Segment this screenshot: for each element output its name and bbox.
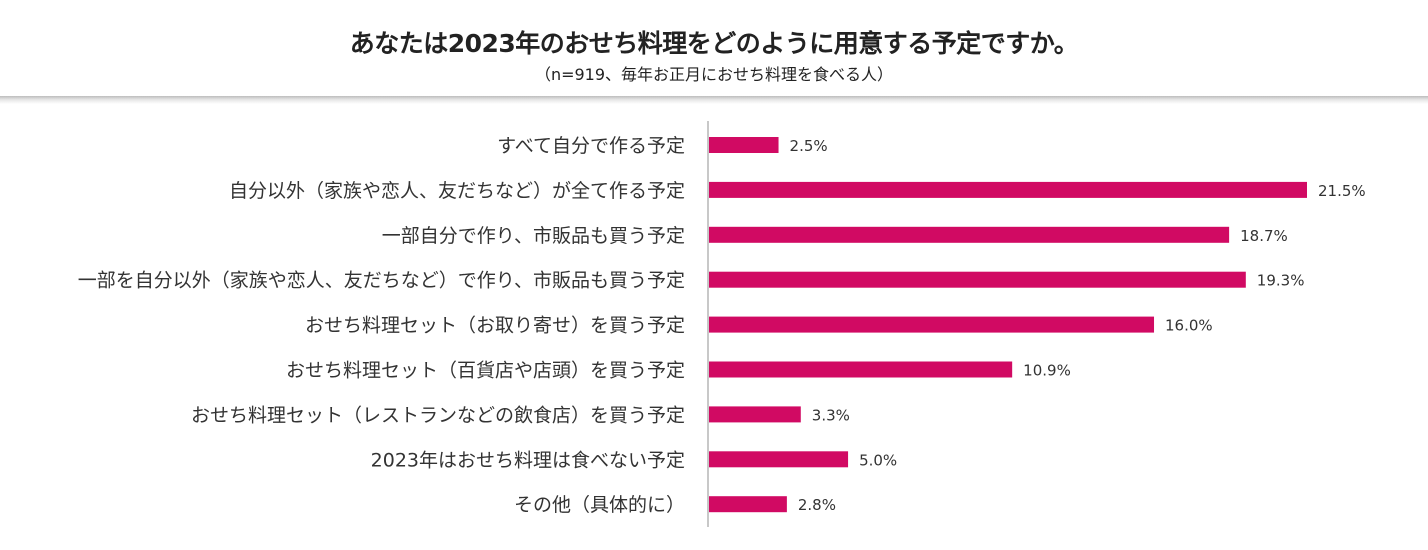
bar <box>709 361 1013 378</box>
bar <box>709 451 849 468</box>
data-label: 2.5% <box>790 137 828 155</box>
data-label: 10.9% <box>1023 362 1071 380</box>
bar <box>709 496 787 513</box>
data-label: 5.0% <box>859 451 897 469</box>
category-label: 一部自分で作り、市販品も買う予定 <box>382 225 685 247</box>
category-label: すべて自分で作る予定 <box>497 135 685 157</box>
category-label: おせち料理セット（百貨店や店頭）を買う予定 <box>286 360 685 382</box>
chart-header: あなたは2023年のおせち料理をどのように用意する予定ですか。 （n=919、毎… <box>0 0 1428 98</box>
chart-subtitle: （n=919、毎年お正月におせち料理を食べる人） <box>534 65 894 84</box>
data-label: 16.0% <box>1165 317 1213 335</box>
bar <box>709 406 801 423</box>
header-divider <box>0 96 1428 104</box>
category-label: 2023年はおせち料理は食べない予定 <box>371 449 685 471</box>
data-label: 19.3% <box>1257 272 1305 290</box>
category-label: 自分以外（家族や恋人、友だちなど）が全て作る予定 <box>229 180 685 202</box>
bar <box>709 181 1307 198</box>
chart-title: あなたは2023年のおせち料理をどのように用意する予定ですか。 <box>349 29 1079 58</box>
data-label: 2.8% <box>798 496 836 514</box>
data-label: 18.7% <box>1240 227 1288 245</box>
category-label: おせち料理セット（お取り寄せ）を買う予定 <box>305 315 685 337</box>
category-label: おせち料理セット（レストランなどの飲食店）を買う予定 <box>191 404 685 426</box>
bar <box>709 137 779 153</box>
bar <box>709 226 1230 243</box>
bar <box>709 316 1155 333</box>
category-label: 一部を自分以外（家族や恋人、友だちなど）で作り、市販品も買う予定 <box>78 270 685 292</box>
data-label: 21.5% <box>1318 182 1366 200</box>
category-label: その他（具体的に） <box>514 494 685 516</box>
bar <box>709 271 1246 288</box>
data-label: 3.3% <box>812 406 850 424</box>
